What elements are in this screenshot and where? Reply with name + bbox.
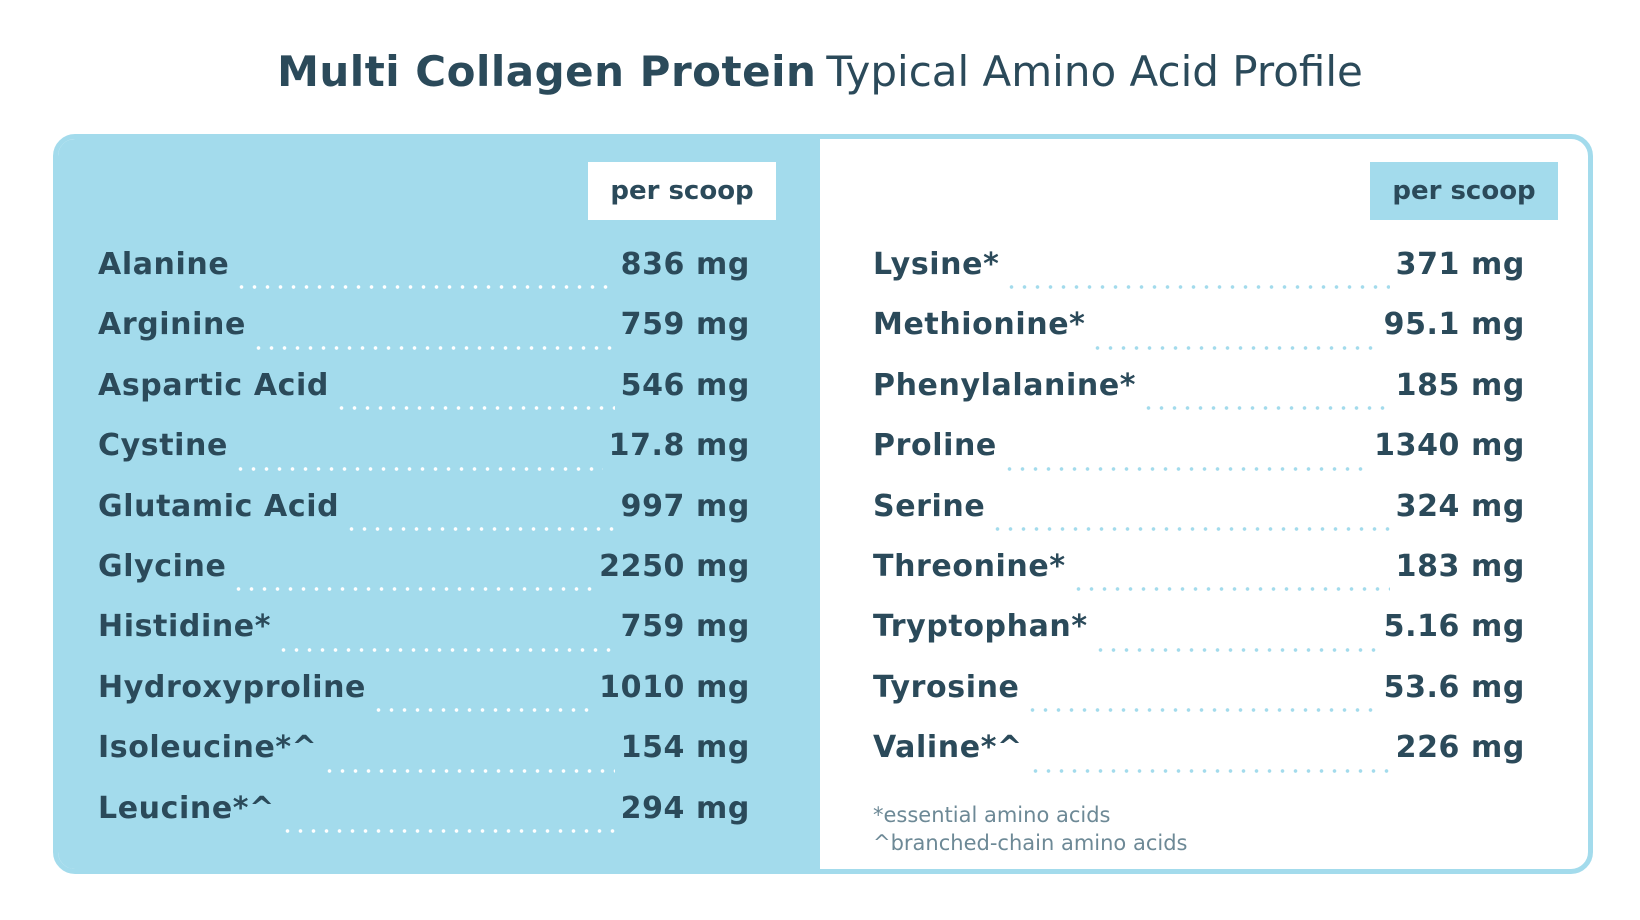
amino-acid-amount: 324 mg	[1395, 488, 1525, 524]
amino-acid-amount: 546 mg	[620, 367, 750, 403]
footnote-bcaa: ^branched-chain amino acids	[873, 831, 1188, 855]
amino-acid-name: Valine*^	[873, 730, 1023, 766]
amino-acid-table-card: per scoop Alanine 836 mg Arginine 759 mg…	[53, 134, 1593, 874]
amino-acid-amount: 759 mg	[620, 307, 750, 343]
amino-acid-row: Lysine* 371 mg	[873, 247, 1525, 307]
amino-acid-name: Arginine	[98, 307, 246, 343]
dot-leader	[1142, 406, 1390, 411]
amino-acid-name: Proline	[873, 428, 997, 464]
footnote-essential: *essential amino acids	[873, 803, 1111, 827]
right-per-scoop-header: per scoop	[1370, 162, 1558, 220]
amino-acid-amount: 294 mg	[620, 790, 750, 826]
dot-leader	[1005, 285, 1390, 290]
amino-acid-row: Leucine*^ 294 mg	[98, 791, 750, 851]
amino-acid-amount: 53.6 mg	[1383, 669, 1525, 705]
dot-leader	[1091, 345, 1378, 350]
amino-acid-name: Serine	[873, 488, 986, 524]
dot-leader	[235, 285, 615, 290]
amino-acid-name: Tyrosine	[873, 669, 1020, 705]
amino-acid-amount: 183 mg	[1395, 548, 1525, 584]
amino-acid-row: Aspartic Acid 546 mg	[98, 368, 750, 428]
amino-acid-amount: 759 mg	[620, 609, 750, 645]
amino-acid-name: Isoleucine*^	[98, 730, 318, 766]
amino-acid-row: Histidine* 759 mg	[98, 609, 750, 669]
amino-acid-row: Alanine 836 mg	[98, 247, 750, 307]
amino-acid-name: Hydroxyproline	[98, 669, 366, 705]
dot-leader	[323, 768, 615, 773]
amino-acid-amount: 371 mg	[1395, 247, 1525, 282]
amino-acid-amount: 836 mg	[620, 247, 750, 282]
left-column: per scoop Alanine 836 mg Arginine 759 mg…	[58, 139, 820, 869]
amino-acid-amount: 185 mg	[1395, 367, 1525, 403]
amino-acid-row: Valine*^ 226 mg	[873, 730, 1525, 790]
amino-acid-row: Proline 1340 mg	[873, 428, 1525, 488]
dot-leader	[232, 587, 594, 592]
dot-leader	[991, 526, 1390, 531]
amino-acid-row: Serine 324 mg	[873, 489, 1525, 549]
amino-acid-name: Phenylalanine*	[873, 367, 1137, 403]
dot-leader	[280, 828, 615, 833]
right-column: per scoop Lysine* 371 mg Methionine* 95.…	[820, 139, 1588, 869]
amino-acid-name: Lysine*	[873, 247, 1000, 282]
amino-acid-row: Isoleucine*^ 154 mg	[98, 730, 750, 790]
amino-acid-amount: 2250 mg	[599, 548, 750, 584]
amino-acid-row: Hydroxyproline 1010 mg	[98, 670, 750, 730]
amino-acid-name: Glutamic Acid	[98, 488, 340, 524]
amino-acid-row: Threonine* 183 mg	[873, 549, 1525, 609]
dot-leader	[1028, 768, 1390, 773]
dot-leader	[251, 345, 615, 350]
amino-acid-name: Leucine*^	[98, 790, 275, 826]
amino-acid-amount: 997 mg	[620, 488, 750, 524]
amino-acid-row: Glycine 2250 mg	[98, 549, 750, 609]
dot-leader	[1002, 466, 1369, 471]
amino-acid-name: Alanine	[98, 247, 230, 282]
dot-leader	[233, 466, 603, 471]
amino-acid-row: Tyrosine 53.6 mg	[873, 670, 1525, 730]
amino-acid-name: Glycine	[98, 548, 227, 584]
amino-acid-amount: 95.1 mg	[1383, 307, 1525, 343]
footnotes: *essential amino acids ^branched-chain a…	[873, 801, 1187, 857]
title-product-name: Multi Collagen Protein	[277, 47, 817, 96]
amino-acid-name: Threonine*	[873, 548, 1066, 584]
left-amino-acid-list: Alanine 836 mg Arginine 759 mg Aspartic …	[98, 247, 750, 851]
amino-acid-amount: 226 mg	[1395, 730, 1525, 766]
amino-acid-row: Phenylalanine* 185 mg	[873, 368, 1525, 428]
amino-acid-row: Glutamic Acid 997 mg	[98, 489, 750, 549]
dot-leader	[277, 647, 615, 652]
dot-leader	[372, 708, 594, 713]
dot-leader	[345, 526, 615, 531]
amino-acid-name: Cystine	[98, 428, 228, 464]
amino-acid-name: Histidine*	[98, 609, 272, 645]
amino-acid-amount: 5.16 mg	[1383, 609, 1525, 645]
amino-acid-row: Tryptophan* 5.16 mg	[873, 609, 1525, 669]
amino-acid-row: Arginine 759 mg	[98, 307, 750, 367]
dot-leader	[1071, 587, 1390, 592]
amino-acid-amount: 1340 mg	[1374, 428, 1525, 464]
amino-acid-name: Aspartic Acid	[98, 367, 329, 403]
page-title: Multi Collagen Protein Typical Amino Acid…	[0, 44, 1640, 100]
title-subtitle: Typical Amino Acid Profile	[826, 47, 1363, 96]
right-amino-acid-list: Lysine* 371 mg Methionine* 95.1 mg Pheny…	[873, 247, 1525, 791]
amino-acid-name: Methionine*	[873, 307, 1086, 343]
left-per-scoop-header: per scoop	[588, 162, 776, 220]
dot-leader	[1025, 708, 1378, 713]
dot-leader	[335, 406, 615, 411]
amino-acid-name: Tryptophan*	[873, 609, 1088, 645]
amino-acid-amount: 1010 mg	[599, 669, 750, 705]
amino-acid-row: Methionine* 95.1 mg	[873, 307, 1525, 367]
amino-acid-amount: 17.8 mg	[608, 428, 750, 464]
amino-acid-row: Cystine 17.8 mg	[98, 428, 750, 488]
dot-leader	[1093, 647, 1378, 652]
amino-acid-amount: 154 mg	[620, 730, 750, 766]
